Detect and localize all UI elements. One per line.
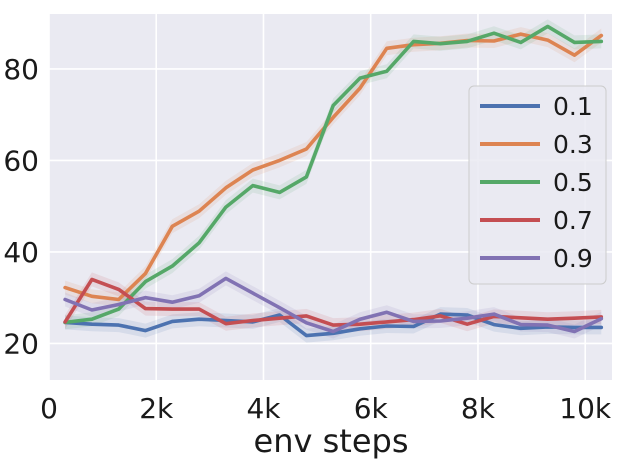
series-line-0.9 <box>63 276 604 334</box>
x-tick-label: 2k <box>139 392 174 425</box>
y-tick-label: 80 <box>3 53 39 86</box>
y-tick-label: 20 <box>3 327 39 360</box>
series-line-0.1 <box>63 312 604 338</box>
x-tick-label: 0 <box>40 392 58 425</box>
series-line-0.3 <box>63 32 604 302</box>
x-tick-label: 10k <box>559 392 612 425</box>
y-tick-labels: 20 40 60 80 <box>3 53 39 360</box>
x-tick-label: 6k <box>354 392 389 425</box>
x-tick-labels: 0 2k 4k 6k 8k 10k <box>40 392 612 425</box>
legend-box <box>468 85 607 285</box>
y-tick-label: 60 <box>3 144 39 177</box>
legend-label: 0.5 <box>553 168 593 197</box>
series-line-0.5 <box>63 24 604 325</box>
x-axis-label: env steps <box>254 422 409 460</box>
legend-label: 0.3 <box>553 130 593 159</box>
series-lines <box>63 24 604 338</box>
legend-label: 0.9 <box>553 244 593 273</box>
legend-label: 0.1 <box>553 92 593 121</box>
y-tick-label: 40 <box>3 236 39 269</box>
legend: 0.1 0.3 0.5 0.7 0.9 <box>468 85 607 285</box>
series-band-0.9 <box>65 271 602 339</box>
x-tick-label: 4k <box>246 392 281 425</box>
legend-label: 0.7 <box>553 206 593 235</box>
x-tick-label: 8k <box>461 392 496 425</box>
series-line-0.7 <box>63 277 604 327</box>
